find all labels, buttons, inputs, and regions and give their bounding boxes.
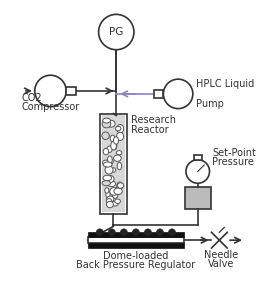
- Text: Needle: Needle: [204, 250, 238, 260]
- Text: Research: Research: [131, 116, 176, 126]
- Ellipse shape: [105, 166, 113, 174]
- Text: Pressure: Pressure: [212, 156, 254, 166]
- Ellipse shape: [106, 201, 113, 208]
- Ellipse shape: [107, 146, 112, 153]
- Ellipse shape: [102, 120, 111, 128]
- Text: Compressor: Compressor: [21, 102, 79, 112]
- Ellipse shape: [112, 193, 118, 198]
- Bar: [185, 187, 211, 209]
- Ellipse shape: [107, 156, 112, 164]
- Ellipse shape: [110, 135, 115, 142]
- Bar: [88, 243, 184, 248]
- Ellipse shape: [103, 175, 112, 181]
- Circle shape: [168, 229, 176, 236]
- Ellipse shape: [114, 155, 121, 161]
- Circle shape: [133, 229, 139, 236]
- Ellipse shape: [110, 187, 118, 195]
- Ellipse shape: [117, 132, 124, 141]
- Circle shape: [120, 229, 127, 236]
- Ellipse shape: [117, 124, 124, 133]
- Ellipse shape: [105, 188, 109, 193]
- Ellipse shape: [107, 181, 116, 187]
- Bar: [194, 155, 202, 160]
- Circle shape: [157, 229, 163, 236]
- Ellipse shape: [111, 141, 116, 150]
- Circle shape: [144, 229, 151, 236]
- Ellipse shape: [114, 188, 122, 195]
- Ellipse shape: [115, 199, 120, 204]
- Ellipse shape: [106, 190, 110, 198]
- Bar: [185, 187, 211, 209]
- Ellipse shape: [111, 201, 118, 206]
- Bar: [102, 116, 125, 212]
- Text: PG: PG: [109, 27, 123, 37]
- Text: Set-Point: Set-Point: [212, 148, 256, 158]
- Ellipse shape: [117, 183, 124, 188]
- Ellipse shape: [107, 159, 113, 164]
- Ellipse shape: [103, 160, 109, 165]
- Ellipse shape: [105, 160, 109, 168]
- Circle shape: [35, 75, 66, 107]
- Circle shape: [109, 229, 115, 236]
- Ellipse shape: [102, 132, 109, 139]
- Ellipse shape: [103, 118, 110, 123]
- Ellipse shape: [112, 168, 116, 172]
- Bar: [88, 237, 184, 243]
- Circle shape: [163, 79, 193, 108]
- Bar: [100, 114, 127, 214]
- Ellipse shape: [117, 162, 122, 170]
- Bar: [154, 90, 163, 98]
- Ellipse shape: [106, 199, 112, 203]
- Circle shape: [96, 229, 103, 236]
- Text: Reactor: Reactor: [131, 125, 168, 135]
- Text: CO2: CO2: [21, 93, 42, 103]
- Text: Valve: Valve: [208, 259, 235, 269]
- Ellipse shape: [113, 141, 117, 150]
- Ellipse shape: [107, 176, 114, 183]
- Ellipse shape: [116, 187, 121, 191]
- Text: Pump: Pump: [196, 99, 224, 109]
- Ellipse shape: [113, 137, 119, 144]
- Circle shape: [186, 160, 210, 183]
- Ellipse shape: [107, 120, 115, 127]
- Ellipse shape: [103, 148, 109, 155]
- Text: HPLC Liquid: HPLC Liquid: [196, 79, 254, 89]
- Ellipse shape: [103, 162, 112, 167]
- Ellipse shape: [102, 181, 110, 186]
- Circle shape: [99, 14, 134, 50]
- Text: Dome-loaded: Dome-loaded: [103, 251, 168, 261]
- Ellipse shape: [115, 126, 121, 131]
- Ellipse shape: [107, 196, 114, 202]
- Bar: [66, 87, 76, 95]
- Bar: [88, 232, 184, 237]
- Ellipse shape: [117, 182, 123, 190]
- Ellipse shape: [116, 151, 122, 155]
- Text: Back Pressure Regulator: Back Pressure Regulator: [76, 260, 195, 270]
